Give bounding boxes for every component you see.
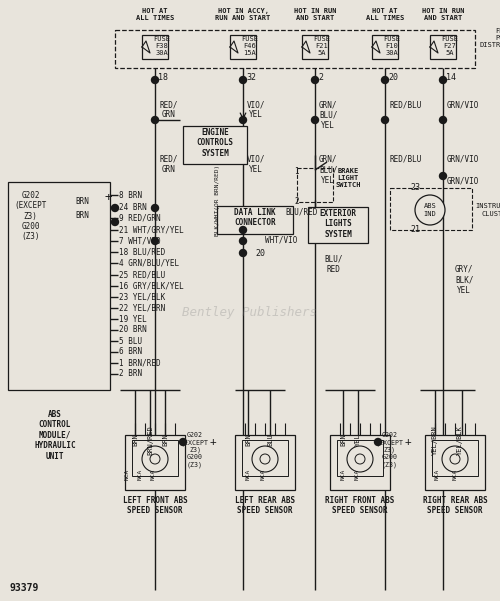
Circle shape [382,117,388,123]
Text: GRY/
BLK/
YEL: GRY/ BLK/ YEL [455,265,473,295]
Text: 23 YEL/BLK: 23 YEL/BLK [119,293,165,302]
Text: RIGHT REAR ABS
SPEED SENSOR: RIGHT REAR ABS SPEED SENSOR [422,496,488,516]
Text: ABS
CONTROL
MODULE/
HYDRAULIC
UNIT: ABS CONTROL MODULE/ HYDRAULIC UNIT [34,410,76,460]
Circle shape [450,454,460,464]
Text: RIGHT FRONT ABS
SPEED SENSOR: RIGHT FRONT ABS SPEED SENSOR [326,496,394,516]
Text: 22 YEL/BRN: 22 YEL/BRN [119,304,165,313]
Circle shape [312,76,318,84]
Text: BLU: BLU [267,434,273,447]
Text: FRONT
POWER
DISTRIBUTION
BOX: FRONT POWER DISTRIBUTION BOX [480,28,500,55]
Bar [132,440,178,476]
Bar [235,435,295,490]
Text: 2 BRN: 2 BRN [119,370,142,379]
Text: 20: 20 [388,73,398,82]
Bar [142,35,168,59]
Text: NCA: NCA [150,468,156,480]
Text: YEL/BLK: YEL/BLK [457,425,463,455]
Text: HOT IN RUN
AND START: HOT IN RUN AND START [422,8,464,21]
Text: NCA: NCA [340,468,345,480]
Text: 20 BRN: 20 BRN [119,326,147,335]
Bar [432,440,478,476]
Text: FUSE
F38
30A: FUSE F38 30A [153,36,170,56]
Text: HOT IN ACCY,
RUN AND START: HOT IN ACCY, RUN AND START [216,8,270,21]
Circle shape [152,237,158,245]
Bar [217,206,293,234]
Text: 24 BRN: 24 BRN [119,203,147,212]
Text: HOT AT
ALL TIMES: HOT AT ALL TIMES [136,8,174,21]
Circle shape [415,195,445,225]
Circle shape [240,117,246,123]
Text: FUSE
F10
30A: FUSE F10 30A [383,36,400,56]
Text: FUSE
F21
5A: FUSE F21 5A [313,36,330,56]
Text: BLU/
RED: BLU/ RED [324,255,342,275]
Circle shape [152,76,158,84]
Circle shape [260,454,270,464]
Text: RED/BLU: RED/BLU [389,100,422,109]
Text: RED/BLU: RED/BLU [389,155,422,164]
Circle shape [152,204,158,212]
Text: INSTRUMENT
CLUSTER: INSTRUMENT CLUSTER [475,204,500,216]
Text: G202
(EXCEPT
Z3)
G200
(Z3): G202 (EXCEPT Z3) G200 (Z3) [376,432,404,468]
Text: 21: 21 [410,225,420,234]
Text: BRN: BRN [340,434,346,447]
Text: ABS
IND: ABS IND [424,204,436,216]
Circle shape [374,439,382,445]
Circle shape [240,237,246,245]
Circle shape [240,76,246,84]
Circle shape [152,117,158,123]
Text: NCA: NCA [138,468,142,480]
Text: BRN: BRN [162,434,168,447]
Text: 8 BRN: 8 BRN [119,191,142,200]
Text: YEL: YEL [355,434,361,447]
Text: LEFT REAR ABS
SPEED SENSOR: LEFT REAR ABS SPEED SENSOR [235,496,295,516]
Text: GRN/VIO: GRN/VIO [447,100,480,109]
Text: RED/
GRN: RED/ GRN [159,155,178,174]
Circle shape [440,76,446,84]
Bar [297,168,333,202]
Circle shape [442,446,468,472]
Circle shape [440,117,446,123]
Bar [430,35,456,59]
Text: 2: 2 [294,197,299,206]
Bar [183,126,247,164]
Bar [330,435,390,490]
Circle shape [440,172,446,180]
Bar [302,35,328,59]
Circle shape [252,446,278,472]
Text: DATA LINK
CONNECTOR: DATA LINK CONNECTOR [234,208,276,227]
Circle shape [112,219,118,225]
Text: 1 BRN/RED: 1 BRN/RED [119,359,160,367]
Text: BRN: BRN [75,197,89,206]
Text: VIO/
YEL: VIO/ YEL [247,100,266,120]
Bar [390,188,472,230]
Circle shape [150,454,160,464]
Text: NCA: NCA [354,468,360,480]
Circle shape [180,439,186,445]
Bar [337,440,383,476]
Text: +: + [404,437,411,447]
Text: 19 YEL: 19 YEL [119,314,147,323]
Text: +: + [104,192,112,204]
Text: HOT IN RUN
AND START: HOT IN RUN AND START [294,8,336,21]
Text: NCA: NCA [434,468,440,480]
Text: GRN/
BLU/
YEL: GRN/ BLU/ YEL [319,155,338,185]
Text: YEL/BRN: YEL/BRN [432,425,438,455]
Text: 23: 23 [410,183,420,192]
Text: G202
(EXCEPT
Z3)
G200
(Z3): G202 (EXCEPT Z3) G200 (Z3) [14,191,47,241]
Text: 18 BLU/RED: 18 BLU/RED [119,248,165,257]
Circle shape [112,204,118,212]
Text: NCA: NCA [260,468,266,480]
Bar [242,440,288,476]
Text: BLU/RED: BLU/RED [285,207,318,216]
Text: 18: 18 [158,73,168,82]
Text: 6 BRN: 6 BRN [119,347,142,356]
Text: BRN: BRN [75,211,89,220]
Text: 4 GRN/BLU/YEL: 4 GRN/BLU/YEL [119,258,179,267]
Text: 14: 14 [446,73,456,82]
Circle shape [355,454,365,464]
Text: GRN/
BLU/
YEL: GRN/ BLU/ YEL [319,100,338,130]
Circle shape [312,117,318,123]
Text: BRN: BRN [132,434,138,447]
Text: NCA: NCA [124,468,130,480]
Text: 5 BLU: 5 BLU [119,337,142,346]
